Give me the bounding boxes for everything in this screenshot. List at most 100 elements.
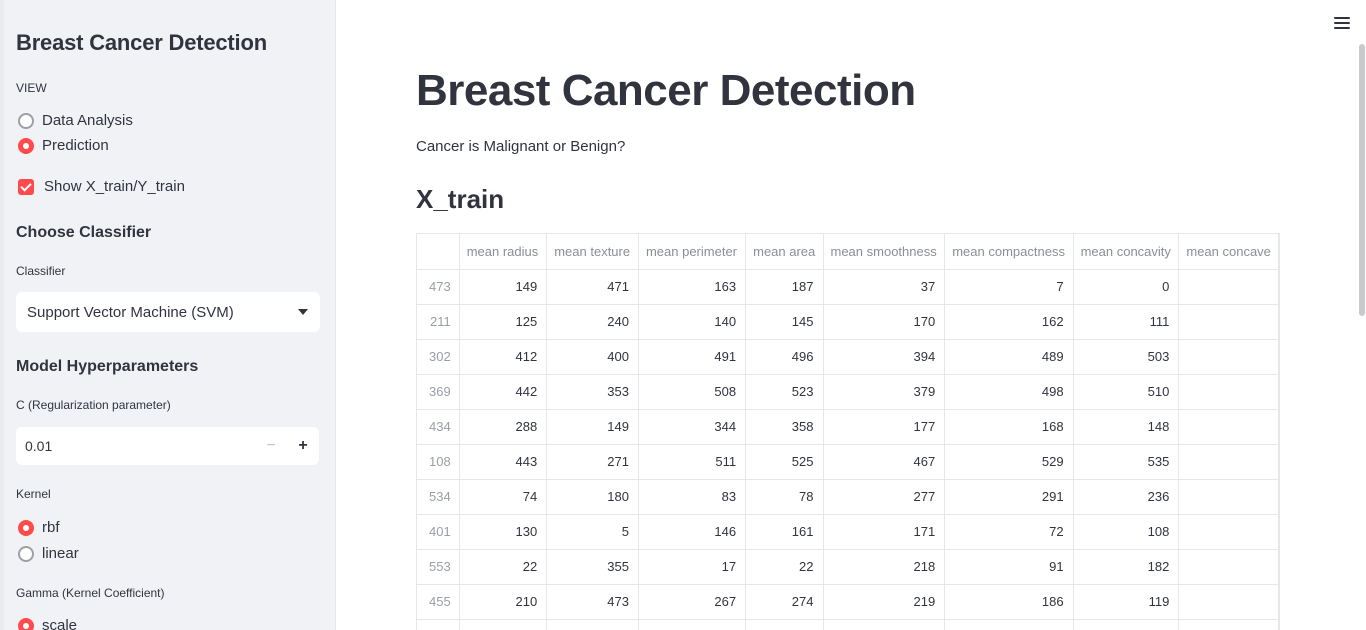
table-cell[interactable]: 291 [944, 479, 1074, 515]
column-header[interactable]: mean perimeter [638, 234, 747, 270]
column-header[interactable]: mean area [745, 234, 824, 270]
table-cell[interactable]: 125 [459, 304, 548, 340]
table-cell[interactable]: 498 [944, 374, 1074, 410]
checkbox-checked-icon[interactable] [18, 178, 34, 195]
radio-button-selected-icon[interactable] [18, 137, 34, 154]
table-cell[interactable]: 344 [638, 409, 747, 445]
table-cell[interactable] [1178, 444, 1279, 480]
table-cell[interactable]: 168 [944, 409, 1074, 445]
table-cell[interactable]: 119 [1073, 584, 1180, 620]
table-cell[interactable]: 467 [823, 444, 946, 480]
table-cell[interactable]: 140 [638, 304, 747, 340]
table-cell[interactable] [459, 619, 548, 630]
table-cell[interactable] [1178, 619, 1279, 630]
table-cell[interactable] [1178, 269, 1279, 305]
table-cell[interactable] [1178, 584, 1279, 620]
row-index[interactable] [417, 619, 460, 630]
table-cell[interactable]: 496 [745, 339, 824, 375]
radio-button-selected-icon[interactable] [18, 519, 34, 536]
decrement-button[interactable]: − [266, 437, 276, 454]
radio-data-analysis[interactable]: Data Analysis [18, 112, 133, 129]
c-param-input[interactable]: 0.01 − + [16, 427, 319, 465]
radio-gamma-scale[interactable]: scale [18, 617, 77, 630]
row-index[interactable]: 473 [417, 269, 460, 305]
table-cell[interactable]: 489 [944, 339, 1074, 375]
table-cell[interactable]: 508 [638, 374, 747, 410]
table-cell[interactable]: 510 [1073, 374, 1180, 410]
row-index[interactable]: 553 [417, 549, 460, 585]
row-index[interactable]: 302 [417, 339, 460, 375]
table-cell[interactable] [546, 619, 639, 630]
table-cell[interactable]: 74 [459, 479, 548, 515]
table-cell[interactable] [1073, 619, 1180, 630]
row-index[interactable]: 401 [417, 514, 460, 550]
table-cell[interactable]: 72 [944, 514, 1074, 550]
table-cell[interactable]: 240 [546, 304, 639, 340]
table-cell[interactable]: 83 [638, 479, 747, 515]
table-cell[interactable]: 511 [638, 444, 747, 480]
table-cell[interactable]: 161 [745, 514, 824, 550]
table-cell[interactable]: 171 [823, 514, 946, 550]
table-cell[interactable]: 491 [638, 339, 747, 375]
table-cell[interactable]: 379 [823, 374, 946, 410]
table-cell[interactable]: 529 [944, 444, 1074, 480]
table-cell[interactable] [1178, 514, 1279, 550]
table-cell[interactable] [944, 619, 1074, 630]
hamburger-icon[interactable] [1333, 14, 1351, 32]
table-cell[interactable]: 210 [459, 584, 548, 620]
table-cell[interactable]: 17 [638, 549, 747, 585]
table-cell[interactable]: 7 [944, 269, 1074, 305]
table-cell[interactable]: 503 [1073, 339, 1180, 375]
table-cell[interactable]: 37 [823, 269, 946, 305]
radio-button-icon[interactable] [18, 545, 34, 562]
table-cell[interactable]: 162 [944, 304, 1074, 340]
table-cell[interactable]: 236 [1073, 479, 1180, 515]
table-cell[interactable]: 274 [745, 584, 824, 620]
table-cell[interactable] [1178, 339, 1279, 375]
row-index[interactable]: 434 [417, 409, 460, 445]
page-scrollbar[interactable] [1359, 44, 1365, 316]
column-header[interactable]: mean radius [459, 234, 548, 270]
table-cell[interactable] [1178, 549, 1279, 585]
column-header[interactable]: mean concavity [1073, 234, 1180, 270]
c-param-value[interactable]: 0.01 [25, 438, 53, 454]
radio-prediction[interactable]: Prediction [18, 137, 109, 154]
radio-kernel-linear[interactable]: linear [18, 545, 79, 562]
table-cell[interactable]: 5 [546, 514, 639, 550]
radio-button-selected-icon[interactable] [18, 617, 34, 630]
table-cell[interactable]: 353 [546, 374, 639, 410]
table-cell[interactable]: 218 [823, 549, 946, 585]
table-cell[interactable]: 146 [638, 514, 747, 550]
table-cell[interactable]: 186 [944, 584, 1074, 620]
column-header[interactable]: mean compactness [944, 234, 1074, 270]
table-cell[interactable] [1178, 479, 1279, 515]
table-cell[interactable]: 149 [459, 269, 548, 305]
column-header[interactable] [417, 234, 460, 270]
table-cell[interactable]: 22 [459, 549, 548, 585]
table-cell[interactable]: 78 [745, 479, 824, 515]
table-cell[interactable]: 149 [546, 409, 639, 445]
table-cell[interactable] [638, 619, 747, 630]
table-cell[interactable]: 177 [823, 409, 946, 445]
table-cell[interactable]: 394 [823, 339, 946, 375]
table-cell[interactable] [823, 619, 946, 630]
table-cell[interactable]: 145 [745, 304, 824, 340]
table-cell[interactable]: 443 [459, 444, 548, 480]
table-cell[interactable]: 219 [823, 584, 946, 620]
table-cell[interactable] [1178, 304, 1279, 340]
table-cell[interactable]: 108 [1073, 514, 1180, 550]
increment-button[interactable]: + [298, 437, 308, 454]
x-train-table[interactable]: mean radius mean texture mean perimeter … [416, 233, 1280, 630]
table-cell[interactable]: 400 [546, 339, 639, 375]
table-cell[interactable]: 442 [459, 374, 548, 410]
table-cell[interactable]: 471 [546, 269, 639, 305]
table-cell[interactable]: 267 [638, 584, 747, 620]
table-cell[interactable]: 180 [546, 479, 639, 515]
table-cell[interactable]: 170 [823, 304, 946, 340]
table-cell[interactable]: 412 [459, 339, 548, 375]
row-index[interactable]: 211 [417, 304, 460, 340]
chevron-down-icon[interactable] [298, 309, 308, 315]
table-cell[interactable]: 22 [745, 549, 824, 585]
column-header[interactable]: mean texture [546, 234, 639, 270]
table-cell[interactable]: 187 [745, 269, 824, 305]
